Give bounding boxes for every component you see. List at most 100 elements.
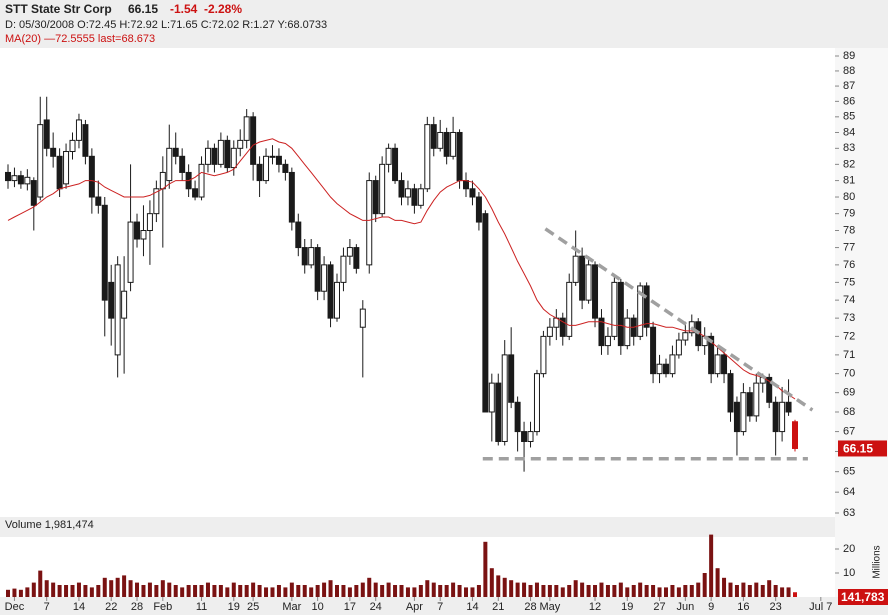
last-price-box	[838, 440, 887, 457]
volume-bar	[102, 577, 107, 597]
volume-bar	[754, 582, 759, 597]
candle-body	[746, 392, 753, 417]
candle-body	[662, 363, 669, 375]
candle-body	[779, 401, 786, 433]
candle-body	[75, 119, 82, 141]
volume-bar	[373, 582, 378, 597]
x-tick-label: 28	[524, 601, 536, 613]
volume-bar	[70, 585, 75, 597]
y-tick-label: 84	[843, 126, 855, 138]
candle-body	[417, 188, 424, 206]
candle-body	[282, 163, 289, 173]
y-tick-label: 77	[843, 241, 855, 253]
candle-body	[114, 264, 121, 356]
y-tick-label: 78	[843, 224, 855, 236]
candle-body	[172, 147, 179, 157]
volume-bar	[580, 582, 585, 597]
candle-body	[30, 180, 37, 206]
volume-bar	[386, 582, 391, 597]
volume-bar	[522, 582, 527, 597]
x-tick-label: Apr	[406, 601, 423, 613]
volume-bar	[347, 587, 352, 597]
volume-bar	[464, 587, 469, 597]
volume-bar	[747, 585, 752, 597]
candle-body	[708, 335, 715, 375]
candle-body	[63, 151, 70, 185]
change: -1.54	[170, 2, 198, 16]
y-tick-label: 87	[843, 80, 855, 92]
right-axis-area	[835, 48, 888, 597]
candle-body	[243, 116, 250, 141]
volume-bar	[5, 589, 10, 597]
volume-bar	[167, 582, 172, 597]
y-tick-label: 63	[843, 507, 855, 519]
candle-body	[714, 354, 721, 375]
volume-bar	[141, 585, 146, 597]
candle-body	[269, 155, 276, 158]
candle-body	[88, 155, 95, 198]
y-tick-label: 73	[843, 312, 855, 324]
volume-bar	[399, 585, 404, 597]
volume-bar	[425, 580, 430, 597]
candle-body	[153, 188, 160, 215]
candle-body	[624, 317, 631, 347]
volume-bar	[515, 582, 520, 597]
volume-bar	[502, 577, 507, 597]
volume-bar	[722, 577, 727, 597]
volume-bar	[496, 575, 501, 597]
candle-body	[263, 155, 270, 182]
candle-body	[604, 335, 611, 347]
y-tick-label: 89	[843, 50, 855, 62]
ma-line	[7, 138, 796, 400]
x-tick-label: 16	[737, 601, 749, 613]
candle-body	[721, 354, 728, 375]
x-tick-label: 19	[228, 601, 240, 613]
volume-bar	[470, 587, 475, 597]
volume-bar	[354, 585, 359, 597]
candle-body	[50, 147, 57, 157]
volume-bar	[193, 585, 198, 597]
last-price: 66.15	[128, 2, 158, 16]
candle-body	[275, 155, 282, 165]
candle-body	[146, 213, 153, 232]
volume-axis-label: Millions	[872, 545, 883, 578]
candle-body	[456, 131, 463, 182]
x-tick-label: 22	[105, 601, 117, 613]
volume-bar	[586, 585, 591, 597]
volume-bar	[528, 585, 533, 597]
trendline	[544, 227, 814, 412]
volume-bar	[218, 585, 223, 597]
candle-body	[482, 213, 489, 413]
volume-bar	[489, 568, 494, 597]
candle-body	[514, 401, 521, 433]
candle-body	[727, 373, 734, 413]
candle-body	[450, 131, 457, 157]
candle-body	[785, 401, 792, 413]
volume-bar	[309, 587, 314, 597]
volume-bar	[741, 582, 746, 597]
x-tick-label: 12	[589, 601, 601, 613]
volume-bar	[573, 580, 578, 597]
ma-label: MA(20) —72.5555 last=68.673	[5, 33, 155, 45]
y-tick-label: 86	[843, 95, 855, 107]
candle-body	[295, 221, 302, 249]
candle-body	[37, 124, 44, 198]
candle-body	[127, 221, 134, 283]
volume-bar	[367, 577, 372, 597]
x-tick-label: 9	[708, 601, 714, 613]
candle-body	[385, 147, 392, 165]
candle-body	[250, 116, 257, 165]
candle-body	[766, 376, 773, 403]
candle-body	[372, 180, 379, 215]
x-tick-label: Mar	[282, 601, 301, 613]
volume-bar	[786, 587, 791, 597]
candle-body	[4, 171, 11, 182]
x-tick-label: 14	[73, 601, 85, 613]
x-tick-label: 7	[44, 601, 50, 613]
candle-body	[398, 180, 405, 198]
volume-bar	[264, 587, 269, 597]
candle-body	[359, 308, 366, 328]
candle-body	[650, 326, 657, 375]
volume-bar	[96, 585, 101, 597]
candle-body	[108, 281, 115, 319]
